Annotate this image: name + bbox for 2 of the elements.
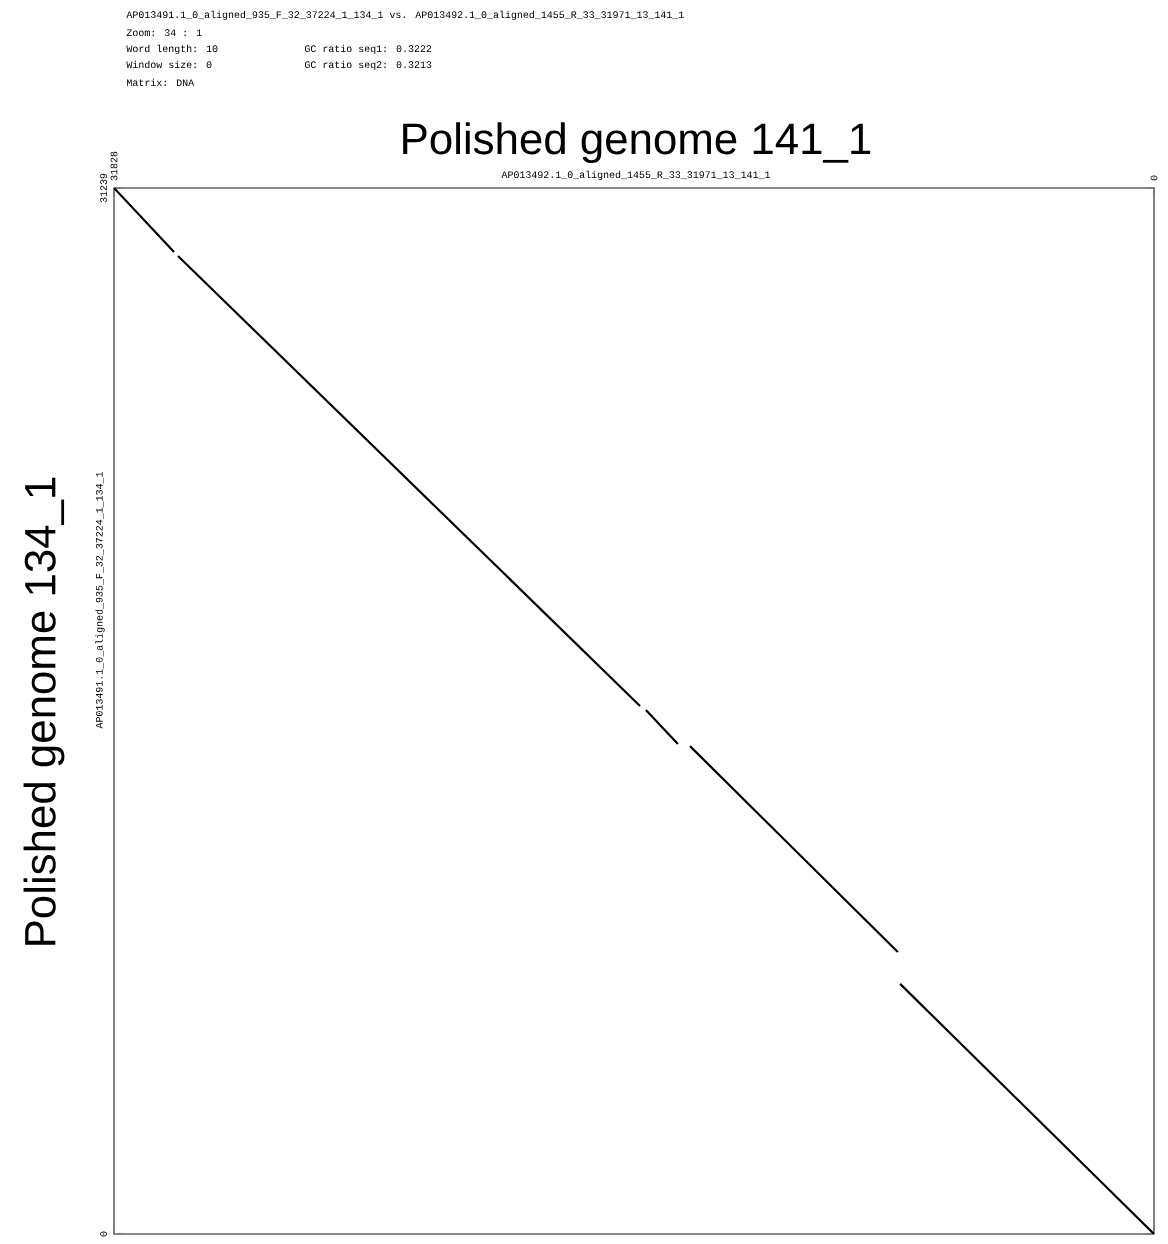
chart-title: Polished genome 141_1 (403, 122, 871, 164)
y-axis-title: Polished genome 134_1 (23, 477, 65, 945)
